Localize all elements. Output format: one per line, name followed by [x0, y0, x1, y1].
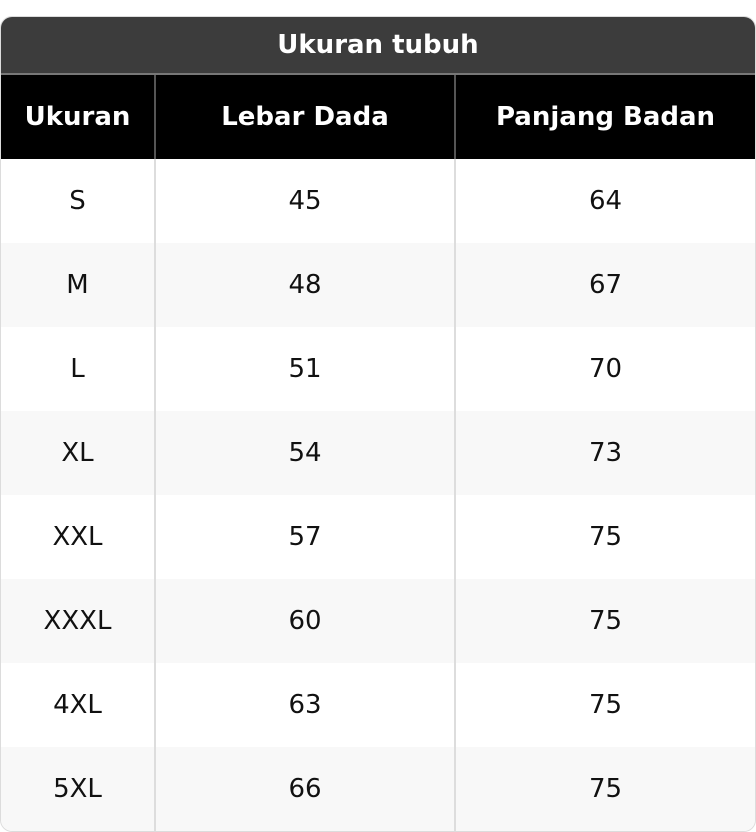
cell-chest-width: 57 — [154, 495, 455, 579]
table-row: M 48 67 — [1, 243, 755, 327]
cell-body-length: 75 — [454, 663, 755, 747]
header-panjang-badan: Panjang Badan — [454, 75, 755, 159]
cell-size: 4XL — [53, 690, 102, 720]
cell-size: XL — [1, 411, 155, 495]
header-row: Ukuran Lebar Dada Panjang Badan — [1, 75, 755, 159]
cell-chest-width: 51 — [154, 327, 455, 411]
cell-size: XXXL — [1, 579, 155, 663]
cell-size: XXL — [52, 522, 103, 552]
table-row: 5XL 66 75 — [1, 747, 755, 831]
cell-size: 5XL — [1, 747, 155, 831]
table-row: 4XL 63 75 — [1, 663, 755, 747]
cell-chest-width: 66 — [154, 747, 455, 831]
header-ukuran: Ukuran — [1, 75, 155, 159]
cell-chest-width: 48 — [154, 243, 455, 327]
table-row: XXL 57 75 — [1, 495, 755, 579]
cell-body-length: 75 — [454, 747, 755, 831]
table-row: XL 54 73 — [1, 411, 755, 495]
cell-body-length: 70 — [454, 327, 755, 411]
cell-body-length: 64 — [454, 159, 755, 243]
cell-body-length: 73 — [454, 411, 755, 495]
cell-body-length: 75 — [454, 495, 755, 579]
cell-body-length: 75 — [454, 579, 755, 663]
table-title: Ukuran tubuh — [1, 17, 755, 75]
size-chart-card: Ukuran tubuh Ukuran Lebar Dada Panjang B… — [0, 16, 756, 832]
size-table: Ukuran Lebar Dada Panjang Badan S 45 64 M 48… — [1, 75, 755, 831]
table-row: S 45 64 — [1, 159, 755, 243]
header-lebar-dada: Lebar Dada — [154, 75, 455, 159]
cell-size: L — [70, 354, 85, 384]
cell-size: M — [1, 243, 155, 327]
cell-size: S — [69, 186, 86, 216]
cell-body-length: 67 — [454, 243, 755, 327]
table-row: L 51 70 — [1, 327, 755, 411]
cell-chest-width: 45 — [154, 159, 455, 243]
table-row: XXXL 60 75 — [1, 579, 755, 663]
cell-chest-width: 60 — [154, 579, 455, 663]
cell-chest-width: 63 — [154, 663, 455, 747]
cell-chest-width: 54 — [154, 411, 455, 495]
